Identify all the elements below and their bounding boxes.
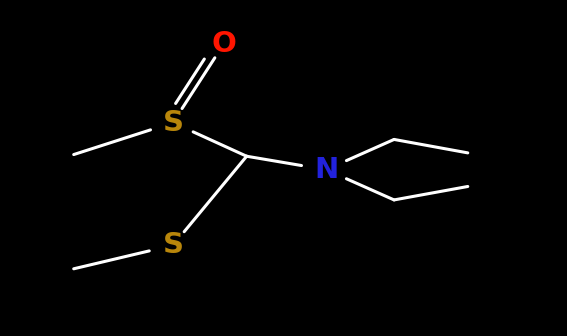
Text: N: N — [314, 156, 338, 184]
Text: S: S — [162, 231, 184, 259]
Text: O: O — [211, 30, 236, 58]
Text: S: S — [162, 109, 184, 137]
